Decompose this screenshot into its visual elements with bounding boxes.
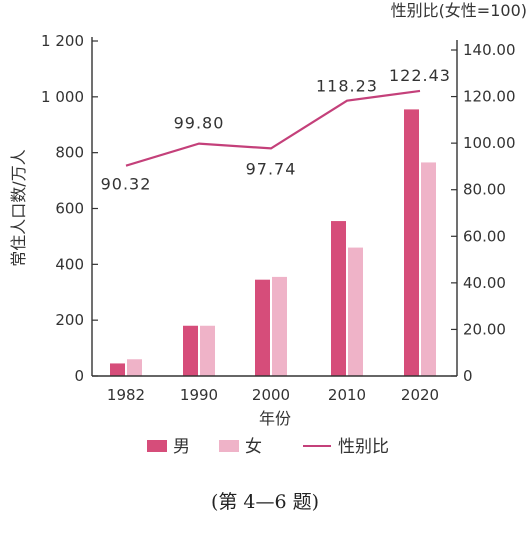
bar-male	[404, 109, 419, 376]
x-tick-label: 1982	[107, 386, 145, 404]
ratio-data-label: 118.23	[316, 77, 378, 96]
x-axis-title: 年份	[259, 409, 291, 428]
left-tick-label: 200	[55, 311, 84, 329]
right-tick-label: 120.00	[463, 88, 516, 106]
bar-female	[272, 276, 287, 376]
right-tick-label: 140.00	[463, 41, 516, 59]
x-tick-label: 2020	[401, 386, 439, 404]
legend-swatch-female	[219, 440, 239, 452]
left-tick-label: 1 200	[41, 32, 84, 50]
x-tick-label: 2010	[328, 386, 366, 404]
bar-female	[200, 325, 215, 376]
left-tick-label: 600	[55, 200, 84, 218]
y2-axis-title: 性别比(女性=100)	[391, 1, 527, 20]
left-tick-label: 400	[55, 255, 84, 273]
right-tick-label: 40.00	[463, 274, 506, 292]
legend-label: 女	[245, 437, 262, 457]
legend-label: 男	[173, 437, 190, 457]
left-tick-label: 1 000	[41, 88, 84, 106]
bar-male	[255, 279, 270, 376]
bar-male	[110, 363, 125, 376]
caption: (第 4—6 题)	[211, 491, 319, 513]
sex-ratio-line	[125, 89, 421, 167]
x-tick-label: 1990	[180, 386, 218, 404]
right-tick-label: 0	[463, 367, 473, 385]
right-tick-label: 80.00	[463, 181, 506, 199]
bar-male	[183, 325, 198, 376]
legend-swatch-male	[147, 440, 167, 452]
bar-male	[331, 221, 346, 376]
ratio-data-label: 90.32	[101, 175, 152, 194]
bar-female	[421, 162, 436, 376]
legend-label: 性别比	[338, 437, 389, 457]
y-axis-title: 常住人口数/万人	[9, 149, 28, 266]
ratio-data-label: 99.80	[174, 114, 225, 133]
bar-female	[127, 359, 142, 376]
right-tick-label: 60.00	[463, 227, 506, 245]
right-tick-label: 100.00	[463, 134, 516, 152]
left-tick-label: 0	[74, 367, 84, 385]
left-tick-label: 800	[55, 144, 84, 162]
ratio-data-label: 97.74	[246, 159, 297, 178]
bar-female	[348, 247, 363, 376]
x-tick-label: 2000	[252, 386, 290, 404]
right-tick-label: 20.00	[463, 320, 506, 338]
ratio-data-label: 122.43	[389, 66, 451, 85]
